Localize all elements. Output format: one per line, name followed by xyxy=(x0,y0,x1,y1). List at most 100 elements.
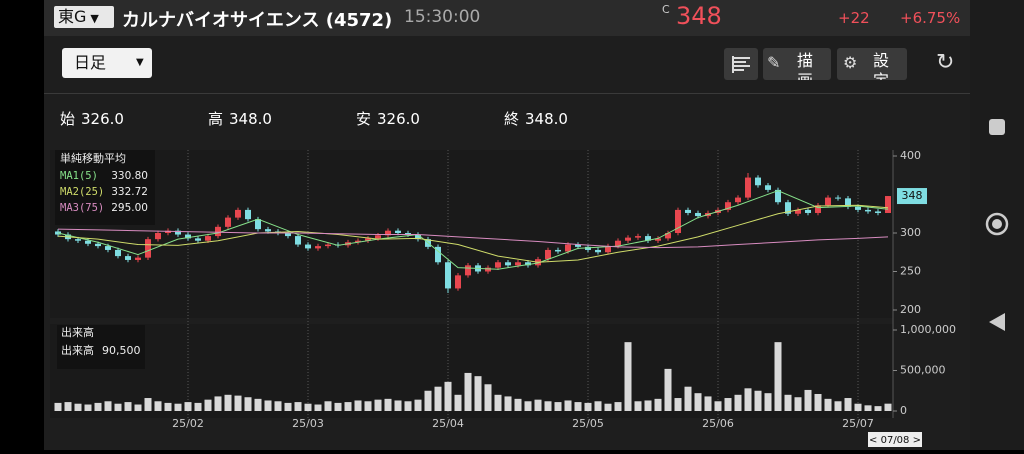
candle-body xyxy=(125,256,131,260)
volume-bar xyxy=(184,402,192,411)
volume-bar xyxy=(844,398,852,411)
candle-body xyxy=(835,197,841,199)
volume-legend-name: 出来高 xyxy=(61,343,94,357)
ma-legend-name: MA2(25) xyxy=(60,186,104,198)
volume-bar xyxy=(134,404,142,411)
ohlc-label: 始 xyxy=(60,110,76,128)
volume-bar xyxy=(424,390,432,411)
volume-bar xyxy=(194,402,202,411)
back-button[interactable] xyxy=(989,313,1005,331)
volume-bar xyxy=(834,401,842,411)
volume-bar xyxy=(314,404,322,411)
candle-body xyxy=(495,262,501,268)
change: +22 xyxy=(838,9,870,27)
volume-bar xyxy=(814,393,822,411)
candle-body xyxy=(235,209,241,218)
candle-body xyxy=(885,196,891,213)
candle-body xyxy=(775,189,781,203)
volume-bar xyxy=(554,402,562,411)
period: 日足 xyxy=(74,53,107,72)
candle-body xyxy=(485,267,491,272)
stock-name: カルナバイオサイエンス (4572) xyxy=(122,10,393,31)
candle-body xyxy=(735,197,741,203)
candle-body xyxy=(145,239,151,258)
market-select[interactable]: 東G ▼ xyxy=(54,6,114,28)
volume-bar xyxy=(394,400,402,411)
icon xyxy=(732,56,750,73)
time: 15:30:00 xyxy=(404,7,481,27)
settings-button[interactable]: ⚙ 設定 xyxy=(837,48,907,80)
indicator-button[interactable] xyxy=(724,48,758,80)
volume-bar xyxy=(304,403,312,411)
volume-bar xyxy=(324,401,332,411)
price-flag: C xyxy=(662,3,670,16)
candle-body xyxy=(565,244,571,252)
volume-bar xyxy=(284,402,292,411)
volume-bar xyxy=(884,403,892,411)
candle-body xyxy=(695,212,701,217)
volume-bar xyxy=(644,400,652,411)
candle-body xyxy=(755,177,761,186)
volume-bar xyxy=(174,403,182,411)
volume-bar xyxy=(454,394,462,411)
volume-bar xyxy=(604,403,612,411)
home-button[interactable] xyxy=(985,212,1009,236)
volume-bar xyxy=(334,402,342,411)
candle-body xyxy=(315,246,321,249)
volume-bar xyxy=(734,394,742,411)
volume-bar xyxy=(764,393,772,411)
home-dot xyxy=(992,219,1002,229)
volume-bar xyxy=(504,396,512,411)
candle-body xyxy=(685,209,691,213)
volume-bar xyxy=(214,396,222,411)
cursor-date-box xyxy=(868,432,922,447)
candle-body xyxy=(175,230,181,235)
ohlc-item: 高 348.0 xyxy=(208,108,272,129)
volume-bar xyxy=(74,403,82,411)
volume-bar xyxy=(544,401,552,411)
volume-bar xyxy=(54,402,62,411)
draw-button[interactable]: ✎ 描画 xyxy=(763,48,831,80)
ohlc-value: 326.0 xyxy=(81,110,124,128)
volume-bar xyxy=(714,401,722,411)
refresh-button[interactable]: ↻ xyxy=(936,50,955,75)
candle-body xyxy=(405,233,411,235)
volume-bar xyxy=(374,399,382,411)
volume-bar xyxy=(774,342,782,411)
candle-body xyxy=(225,217,231,227)
y-tick-label: 300 xyxy=(900,226,921,239)
draw-label: 描画 xyxy=(797,51,814,80)
volume-bar xyxy=(584,402,592,411)
volume-bar xyxy=(824,398,832,411)
candle-body xyxy=(665,233,671,239)
candle-body xyxy=(795,209,801,214)
volume-bar xyxy=(364,401,372,411)
recent-button[interactable] xyxy=(989,119,1005,135)
nav-icons xyxy=(985,119,1009,331)
volume-tick-label: 500,000 xyxy=(900,364,946,377)
candle-body xyxy=(355,240,361,243)
candle-body xyxy=(255,219,261,230)
change-pct: +6.75% xyxy=(900,9,961,27)
volume-legend-title: 出来高 xyxy=(61,325,94,339)
volume-bar xyxy=(704,396,712,411)
candle-body xyxy=(825,197,831,206)
ma-legend-value: 330.80 xyxy=(111,170,148,182)
volume-bar xyxy=(494,394,502,411)
period-select[interactable]: 日足 ▼ xyxy=(62,48,152,78)
candle-body xyxy=(575,244,581,247)
candle-body xyxy=(155,233,161,240)
chart: 25/02 25/03 25/04 25/05 25/06 25/07 200 250 300 4… xyxy=(54,149,956,447)
candle-body xyxy=(415,234,421,240)
volume-bar xyxy=(404,401,412,411)
ma-line xyxy=(57,204,889,263)
volume-bar xyxy=(724,398,732,411)
candle-body xyxy=(85,240,91,244)
divider xyxy=(44,93,970,94)
volume-bar xyxy=(674,398,682,411)
candle-body xyxy=(635,236,641,238)
volume-bar xyxy=(444,381,452,411)
volume-bar xyxy=(744,388,752,411)
candle-body xyxy=(325,244,331,247)
